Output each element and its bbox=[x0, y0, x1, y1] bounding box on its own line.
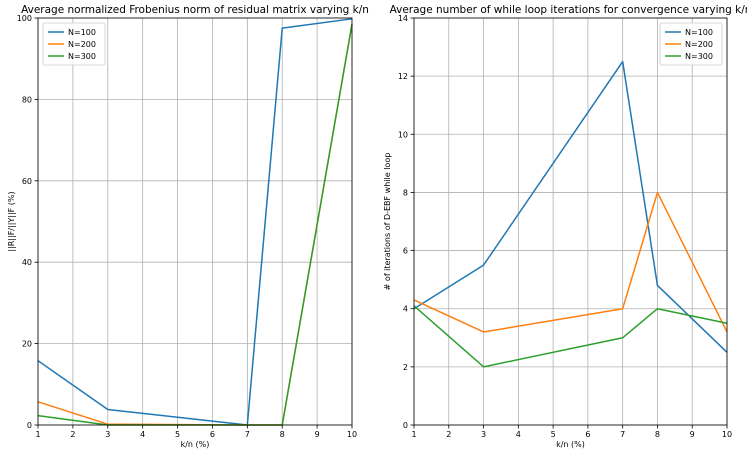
x-tick-label: 6 bbox=[585, 430, 590, 439]
x-tick-label: 1 bbox=[35, 430, 40, 439]
y-tick-label: 8 bbox=[403, 188, 408, 197]
x-tick-label: 9 bbox=[690, 430, 695, 439]
plot-frame bbox=[413, 17, 728, 426]
y-tick-label: 0 bbox=[27, 421, 32, 430]
x-tick-label: 4 bbox=[140, 430, 145, 439]
y-tick-label: 40 bbox=[22, 258, 32, 267]
x-tick-label: 10 bbox=[722, 430, 732, 439]
plot-frame bbox=[37, 17, 353, 426]
legend-entry: N=200 bbox=[68, 40, 96, 49]
series-line-n-200 bbox=[413, 191, 728, 333]
x-tick-label: 5 bbox=[551, 430, 556, 439]
y-tick-label: 20 bbox=[22, 340, 32, 349]
legend-box bbox=[42, 22, 106, 66]
y-tick-label: 14 bbox=[398, 14, 408, 23]
legend: N=100 N=200 N=300 bbox=[659, 22, 723, 66]
x-tick-label: 1 bbox=[411, 430, 416, 439]
grid bbox=[37, 17, 353, 426]
x-tick-label: 9 bbox=[315, 430, 320, 439]
x-axis-label: k/n (%) bbox=[181, 440, 210, 449]
legend: N=100 N=200 N=300 bbox=[42, 22, 106, 66]
series-line-n-200 bbox=[37, 23, 353, 426]
series-line-n-300 bbox=[413, 305, 728, 368]
y-tick-label: 100 bbox=[17, 14, 32, 23]
chart-while-loop-iterations: Average number of while loop iterations … bbox=[383, 4, 747, 449]
y-tick-label: 0 bbox=[403, 421, 408, 430]
x-tick-label: 7 bbox=[245, 430, 250, 439]
x-tick-label: 7 bbox=[620, 430, 625, 439]
y-axis-label: # of iterations of D-EBF while loop bbox=[383, 153, 392, 291]
y-tick-label: 10 bbox=[398, 130, 408, 139]
y-axis-label: ||R||F/||Y||F (%) bbox=[7, 191, 16, 251]
x-tick-label: 6 bbox=[210, 430, 215, 439]
series-line-n-300 bbox=[37, 23, 353, 426]
legend-box bbox=[659, 22, 723, 66]
y-tick-label: 6 bbox=[403, 247, 408, 256]
y-tick-label: 80 bbox=[22, 95, 32, 104]
x-tick-label: 10 bbox=[347, 430, 357, 439]
legend-entry: N=100 bbox=[685, 28, 713, 37]
series-line-n-100 bbox=[37, 18, 353, 426]
x-tick-label: 8 bbox=[280, 430, 285, 439]
x-tick-label: 4 bbox=[516, 430, 521, 439]
chart-frobenius-norm: Average normalized Frobenius norm of res… bbox=[7, 4, 369, 449]
x-axis-label: k/n (%) bbox=[556, 440, 585, 449]
y-tick-label: 12 bbox=[398, 72, 408, 81]
y-tick-label: 60 bbox=[22, 177, 32, 186]
x-tick-label: 2 bbox=[446, 430, 451, 439]
series-line-n-100 bbox=[413, 60, 728, 353]
chart-title: Average normalized Frobenius norm of res… bbox=[21, 4, 369, 16]
x-tick-label: 2 bbox=[70, 430, 75, 439]
y-tick-label: 4 bbox=[403, 305, 408, 314]
x-tick-label: 5 bbox=[175, 430, 180, 439]
legend-entry: N=300 bbox=[68, 52, 96, 61]
legend-entry: N=100 bbox=[68, 28, 96, 37]
y-tick-label: 2 bbox=[403, 363, 408, 372]
x-tick-label: 3 bbox=[481, 430, 486, 439]
x-tick-label: 8 bbox=[655, 430, 660, 439]
legend-entry: N=200 bbox=[685, 40, 713, 49]
legend-entry: N=300 bbox=[685, 52, 713, 61]
chart-title: Average number of while loop iterations … bbox=[390, 4, 747, 16]
x-tick-label: 3 bbox=[105, 430, 110, 439]
grid bbox=[413, 17, 728, 426]
